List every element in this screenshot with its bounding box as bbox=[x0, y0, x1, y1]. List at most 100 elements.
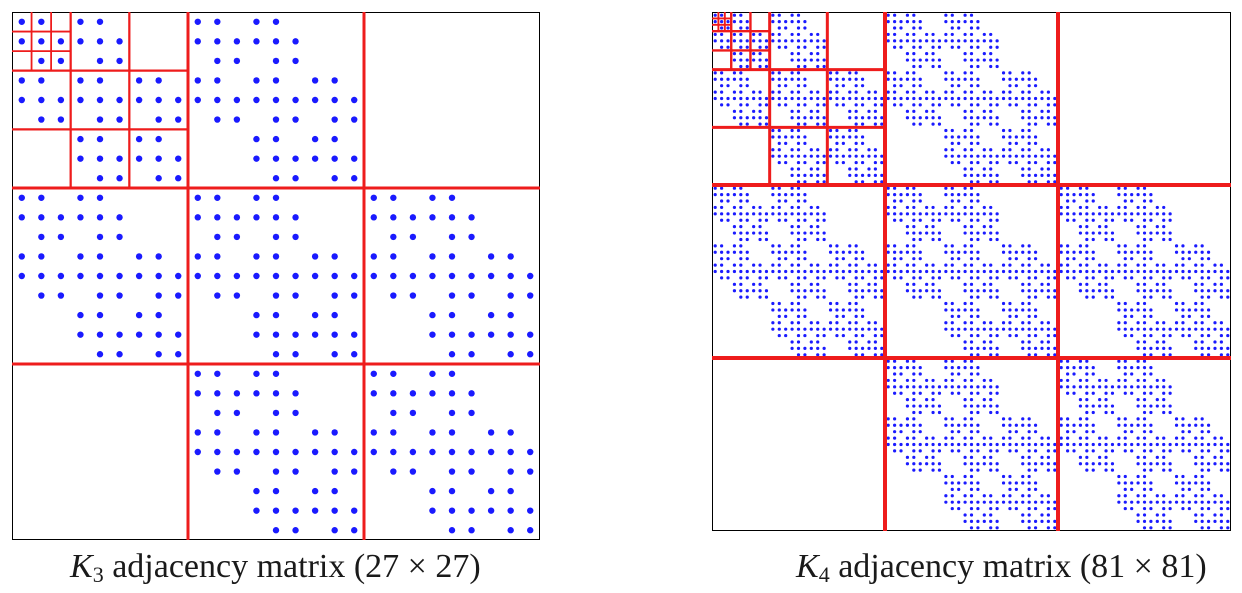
k4-entry bbox=[1033, 353, 1038, 357]
k4-entry bbox=[860, 103, 865, 107]
k4-entry bbox=[944, 212, 948, 216]
k4-entry bbox=[931, 468, 935, 472]
k3-entry bbox=[272, 468, 280, 475]
k4-entry bbox=[989, 295, 993, 299]
k4-entry bbox=[886, 77, 890, 81]
k3-entry bbox=[77, 272, 84, 280]
k4-entry bbox=[1200, 423, 1204, 427]
k4-entry bbox=[899, 193, 903, 197]
k4-entry bbox=[925, 385, 929, 389]
k3-entry bbox=[331, 116, 338, 123]
k4-entry bbox=[899, 442, 903, 447]
k4-entry bbox=[995, 231, 999, 235]
k3-entry bbox=[292, 448, 299, 456]
k4-entry bbox=[771, 186, 775, 190]
k4-entry bbox=[989, 340, 993, 344]
k4-entry bbox=[905, 404, 910, 408]
k4-entry bbox=[912, 58, 916, 62]
k4-entry bbox=[1110, 289, 1115, 293]
k4-entry bbox=[880, 160, 884, 165]
k4-entry bbox=[976, 276, 980, 280]
k4-entry bbox=[1181, 494, 1185, 498]
k4-entry bbox=[969, 391, 974, 395]
k3-entry bbox=[448, 527, 456, 534]
k3-entry bbox=[429, 370, 436, 377]
k4-entry bbox=[828, 244, 833, 248]
k4-entry bbox=[854, 167, 858, 171]
k4-entry bbox=[816, 333, 820, 338]
k4-entry bbox=[1085, 225, 1089, 229]
k4-entry bbox=[1194, 263, 1198, 267]
k3-entry bbox=[409, 214, 417, 221]
k4-entry bbox=[1021, 71, 1025, 75]
k4-entry bbox=[1213, 455, 1217, 459]
k4-entry bbox=[918, 423, 922, 427]
k4-entry bbox=[1130, 391, 1134, 395]
k4-entry bbox=[1072, 366, 1076, 370]
k4-entry bbox=[1001, 442, 1006, 447]
k4-entry bbox=[1072, 391, 1076, 395]
k4-entry bbox=[720, 20, 724, 24]
k4-entry bbox=[880, 346, 884, 350]
k4-entry bbox=[1149, 385, 1153, 389]
k3-entry bbox=[96, 272, 104, 280]
k4-entry bbox=[957, 308, 961, 312]
k4-entry bbox=[976, 103, 980, 107]
k4-entry bbox=[796, 154, 801, 158]
k4-entry bbox=[969, 481, 974, 485]
k4-entry bbox=[1033, 141, 1038, 145]
k4-entry bbox=[1008, 84, 1012, 88]
k3-entry bbox=[448, 429, 456, 436]
k4-entry bbox=[937, 218, 942, 222]
k4-entry bbox=[982, 205, 986, 210]
k3-entry bbox=[507, 487, 514, 495]
k3-entry bbox=[96, 351, 104, 358]
k4-entry bbox=[1085, 193, 1089, 197]
k4-entry bbox=[739, 122, 743, 126]
k4-entry bbox=[1149, 333, 1153, 338]
k4-entry bbox=[1046, 468, 1050, 472]
k4-entry bbox=[835, 154, 839, 158]
k3-entry bbox=[448, 351, 456, 358]
k4-entry bbox=[995, 180, 999, 184]
k4-entry bbox=[822, 154, 826, 158]
k4-entry bbox=[1219, 506, 1223, 511]
k4-entry bbox=[950, 500, 954, 504]
k4-entry bbox=[835, 84, 839, 88]
k4-entry bbox=[944, 474, 948, 479]
k4-entry bbox=[880, 122, 884, 126]
k4-entry bbox=[1187, 333, 1191, 338]
k4-entry bbox=[1200, 333, 1204, 338]
k3-entry bbox=[135, 311, 143, 319]
k4-entry bbox=[944, 128, 948, 133]
k4-entry bbox=[1181, 250, 1185, 254]
k4-entry bbox=[1213, 500, 1217, 504]
k4-entry bbox=[1174, 500, 1179, 504]
k3-entry bbox=[194, 390, 201, 397]
k4-entry bbox=[969, 135, 974, 139]
k4-entry bbox=[1027, 333, 1031, 338]
k4-entry bbox=[950, 449, 954, 453]
k3-entry bbox=[311, 429, 319, 436]
k4-entry bbox=[758, 109, 762, 113]
k4-entry bbox=[995, 116, 999, 120]
k4-entry bbox=[1117, 500, 1121, 504]
k4-entry bbox=[918, 45, 922, 49]
k4-entry bbox=[1187, 481, 1191, 485]
k4-entry bbox=[1155, 263, 1159, 267]
k4-entry bbox=[764, 231, 769, 235]
k3-entry bbox=[311, 331, 319, 338]
k4-entry bbox=[771, 205, 775, 210]
k4-entry bbox=[912, 398, 916, 402]
k4-entry bbox=[790, 193, 794, 197]
k4-entry bbox=[726, 250, 730, 254]
k4-entry bbox=[1123, 474, 1127, 479]
k4-entry bbox=[854, 135, 858, 139]
k4-entry bbox=[1149, 404, 1153, 408]
k4-entry bbox=[905, 225, 910, 229]
k4-entry bbox=[893, 436, 897, 440]
k4-entry bbox=[771, 71, 775, 75]
k4-entry bbox=[873, 289, 877, 293]
k4-entry bbox=[989, 513, 993, 517]
k4-entry bbox=[1014, 103, 1018, 107]
